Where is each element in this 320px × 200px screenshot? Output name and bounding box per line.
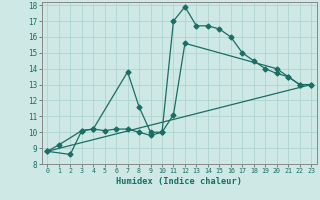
X-axis label: Humidex (Indice chaleur): Humidex (Indice chaleur)	[116, 177, 242, 186]
